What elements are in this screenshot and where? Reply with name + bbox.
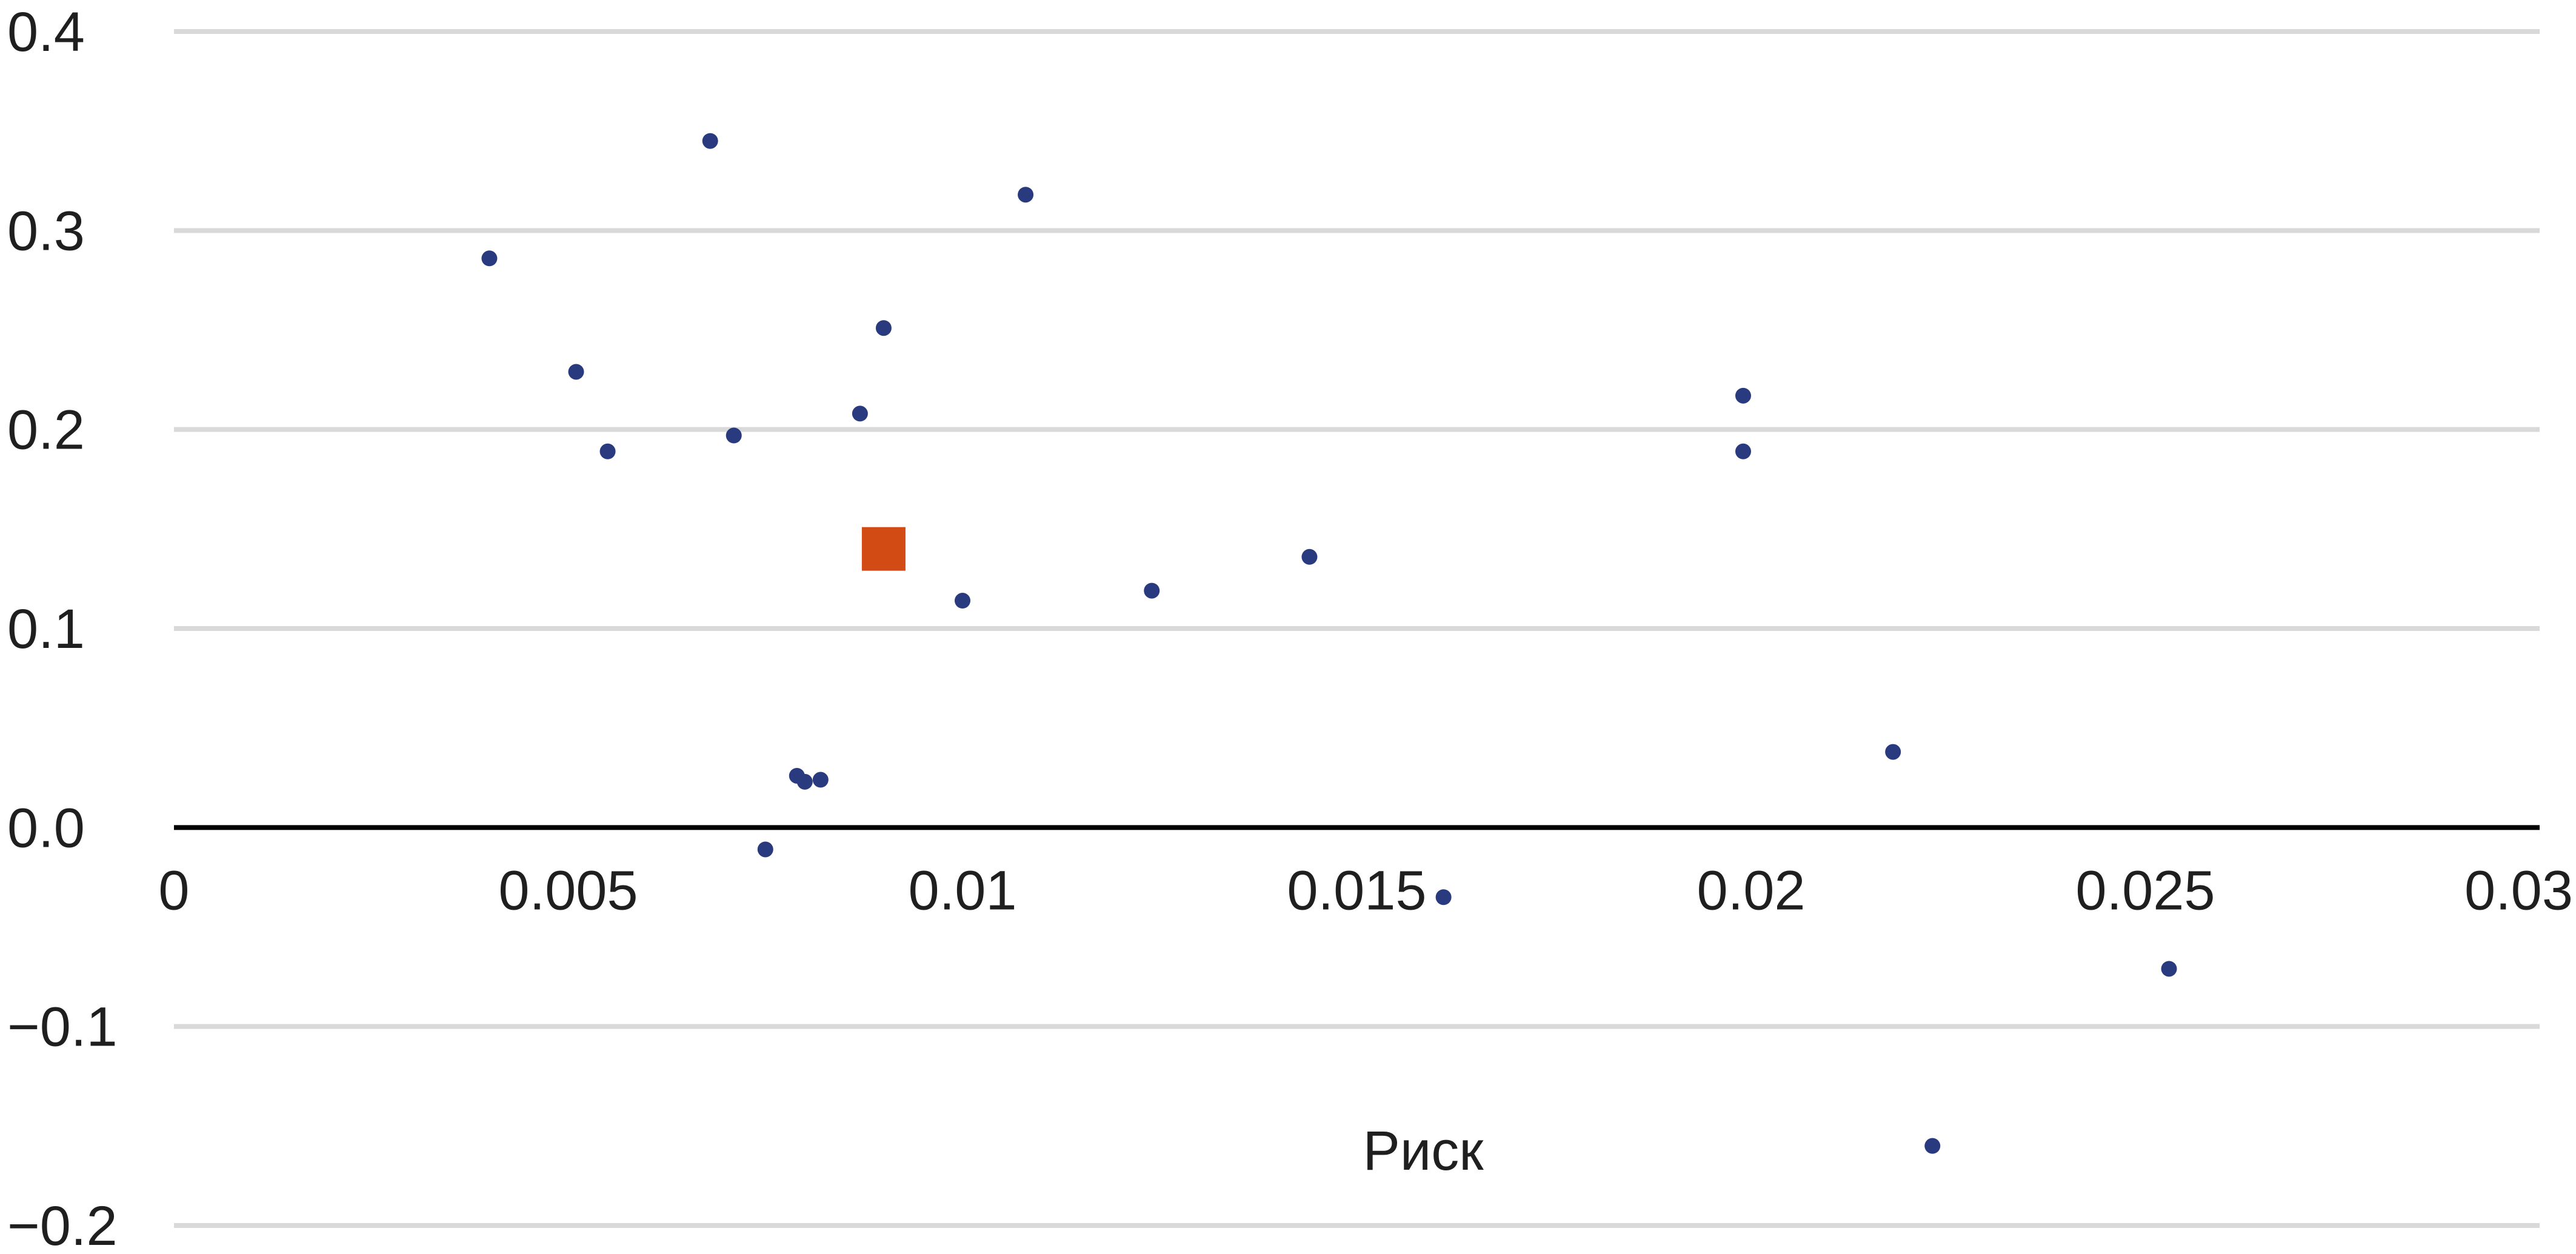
scatter-point xyxy=(1924,1138,1941,1154)
data-points xyxy=(481,133,2177,1154)
y-tick-label: 0.2 xyxy=(7,399,85,461)
x-tick-label: 0.005 xyxy=(498,859,638,921)
y-tick-labels: 0.4 0.3 0.2 0.1 0.0 −0.1 −0.2 xyxy=(7,1,118,1254)
x-axis-title: Риск xyxy=(1363,1120,1484,1182)
scatter-point xyxy=(1735,387,1751,404)
x-tick-label: 0.02 xyxy=(1697,859,1805,921)
scatter-point xyxy=(875,320,892,336)
scatter-point xyxy=(726,427,742,444)
scatter-point xyxy=(955,593,970,609)
scatter-point xyxy=(702,133,718,149)
x-tick-label: 0.025 xyxy=(2075,859,2215,921)
scatter-point xyxy=(852,405,868,422)
scatter-point xyxy=(1735,443,1751,459)
scatter-point xyxy=(757,841,773,858)
y-tick-label: 0.0 xyxy=(7,797,85,859)
scatter-point xyxy=(796,773,813,790)
x-tick-label: 0 xyxy=(158,859,189,921)
x-tick-label: 0.01 xyxy=(908,859,1016,921)
grid-layer xyxy=(174,29,2540,1228)
scatter-point xyxy=(1018,187,1034,203)
y-tick-label: 0.3 xyxy=(7,200,85,262)
highlight-square-point xyxy=(861,527,906,571)
x-tick-label: 0.015 xyxy=(1287,859,1426,921)
scatter-point xyxy=(1301,549,1318,565)
y-tick-label: 0.4 xyxy=(7,1,85,63)
y-tick-label: 0.1 xyxy=(7,598,85,660)
scatter-point xyxy=(599,443,616,459)
scatter-point xyxy=(2161,961,2177,977)
scatter-point xyxy=(1435,889,1452,905)
scatter-point xyxy=(481,250,498,267)
scatter-point xyxy=(812,772,829,788)
x-tick-label: 0.03 xyxy=(2464,859,2573,921)
scatter-point xyxy=(568,364,584,380)
scatter-point xyxy=(1144,582,1160,599)
y-tick-label: −0.2 xyxy=(7,1195,118,1254)
x-tick-labels: 0 0.005 0.01 0.015 0.02 0.025 0.03 xyxy=(158,859,2573,921)
scatter-point xyxy=(1885,744,1901,760)
y-tick-label: −0.1 xyxy=(7,996,118,1058)
